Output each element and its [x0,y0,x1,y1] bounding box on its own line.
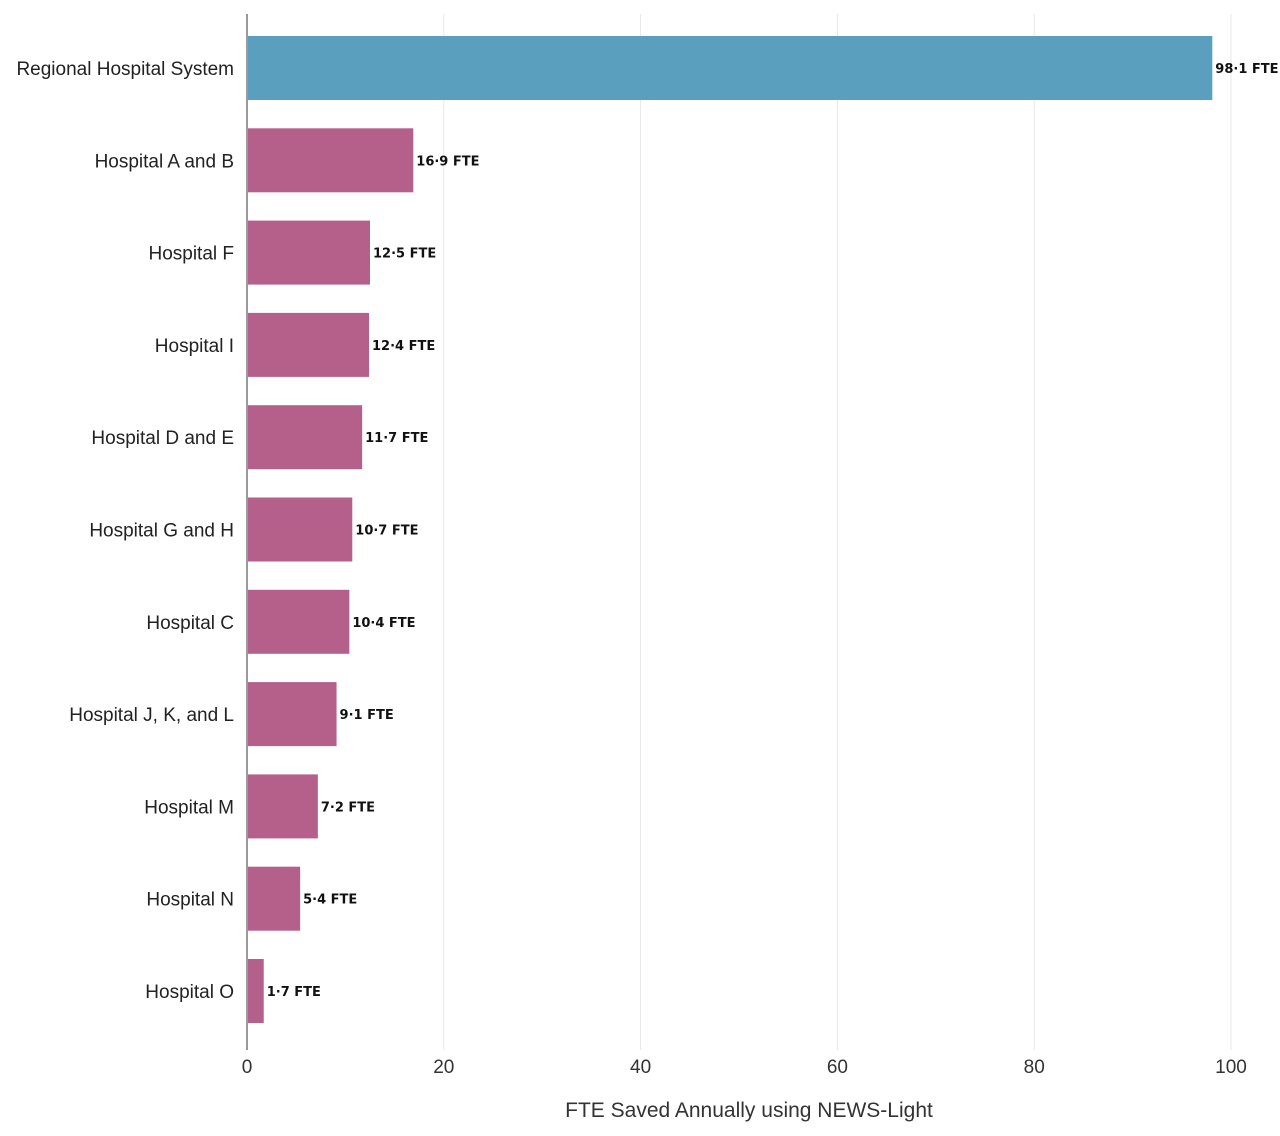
category-label-8: Hospital J, K, and L [69,705,234,726]
category-label-2: Hospital A and B [95,151,234,172]
bar-5 [247,405,363,470]
x-tick-label-100: 100 [1215,1057,1247,1078]
x-tick-labels: 0 20 40 60 80 100 [242,1057,1247,1078]
category-label-3: Hospital F [148,244,234,265]
value-label-6: 10·7 FTE [355,524,418,539]
value-label-4: 12·4 FTE [372,339,435,354]
value-label-5: 11·7 FTE [365,431,428,446]
x-tick-label-20: 20 [433,1057,454,1078]
bar-11 [247,959,264,1023]
value-labels: 98·1 FTE 16·9 FTE 12·5 FTE 12·4 FTE 11·7 FTE… [267,62,1279,1000]
bar-9 [247,774,318,839]
bar-8 [247,682,337,747]
category-label-6: Hospital G and H [89,521,234,542]
bar-2 [247,128,414,193]
bar-1 [247,36,1213,100]
value-label-7: 10·4 FTE [352,616,415,631]
x-tick-label-60: 60 [827,1057,848,1078]
grid-lines [443,14,1232,1050]
bars [247,36,1213,1023]
x-tick-label-80: 80 [1024,1057,1045,1078]
bar-10 [247,866,301,931]
category-label-9: Hospital M [144,797,234,818]
x-tick-label-40: 40 [630,1057,651,1078]
category-labels: Regional Hospital System Hospital A and B… [16,59,234,1003]
category-label-5: Hospital D and E [91,428,234,449]
value-label-11: 1·7 FTE [267,985,321,1000]
category-label-4: Hospital I [155,336,234,357]
category-label-7: Hospital C [146,613,234,634]
x-axis-title: FTE Saved Annually using NEWS-Light [565,1099,933,1122]
value-label-2: 16·9 FTE [416,154,479,169]
x-tick-label-0: 0 [242,1057,253,1078]
value-label-8: 9·1 FTE [340,708,394,723]
bar-7 [247,589,350,654]
value-label-9: 7·2 FTE [321,800,375,815]
bar-4 [247,312,370,377]
bar-3 [247,220,370,285]
category-label-11: Hospital O [145,982,234,1003]
value-label-3: 12·5 FTE [373,247,436,262]
bar-6 [247,497,353,562]
value-label-1: 98·1 FTE [1215,62,1278,77]
value-label-10: 5·4 FTE [303,893,357,908]
category-label-10: Hospital N [146,890,234,911]
category-label-1: Regional Hospital System [16,59,234,80]
